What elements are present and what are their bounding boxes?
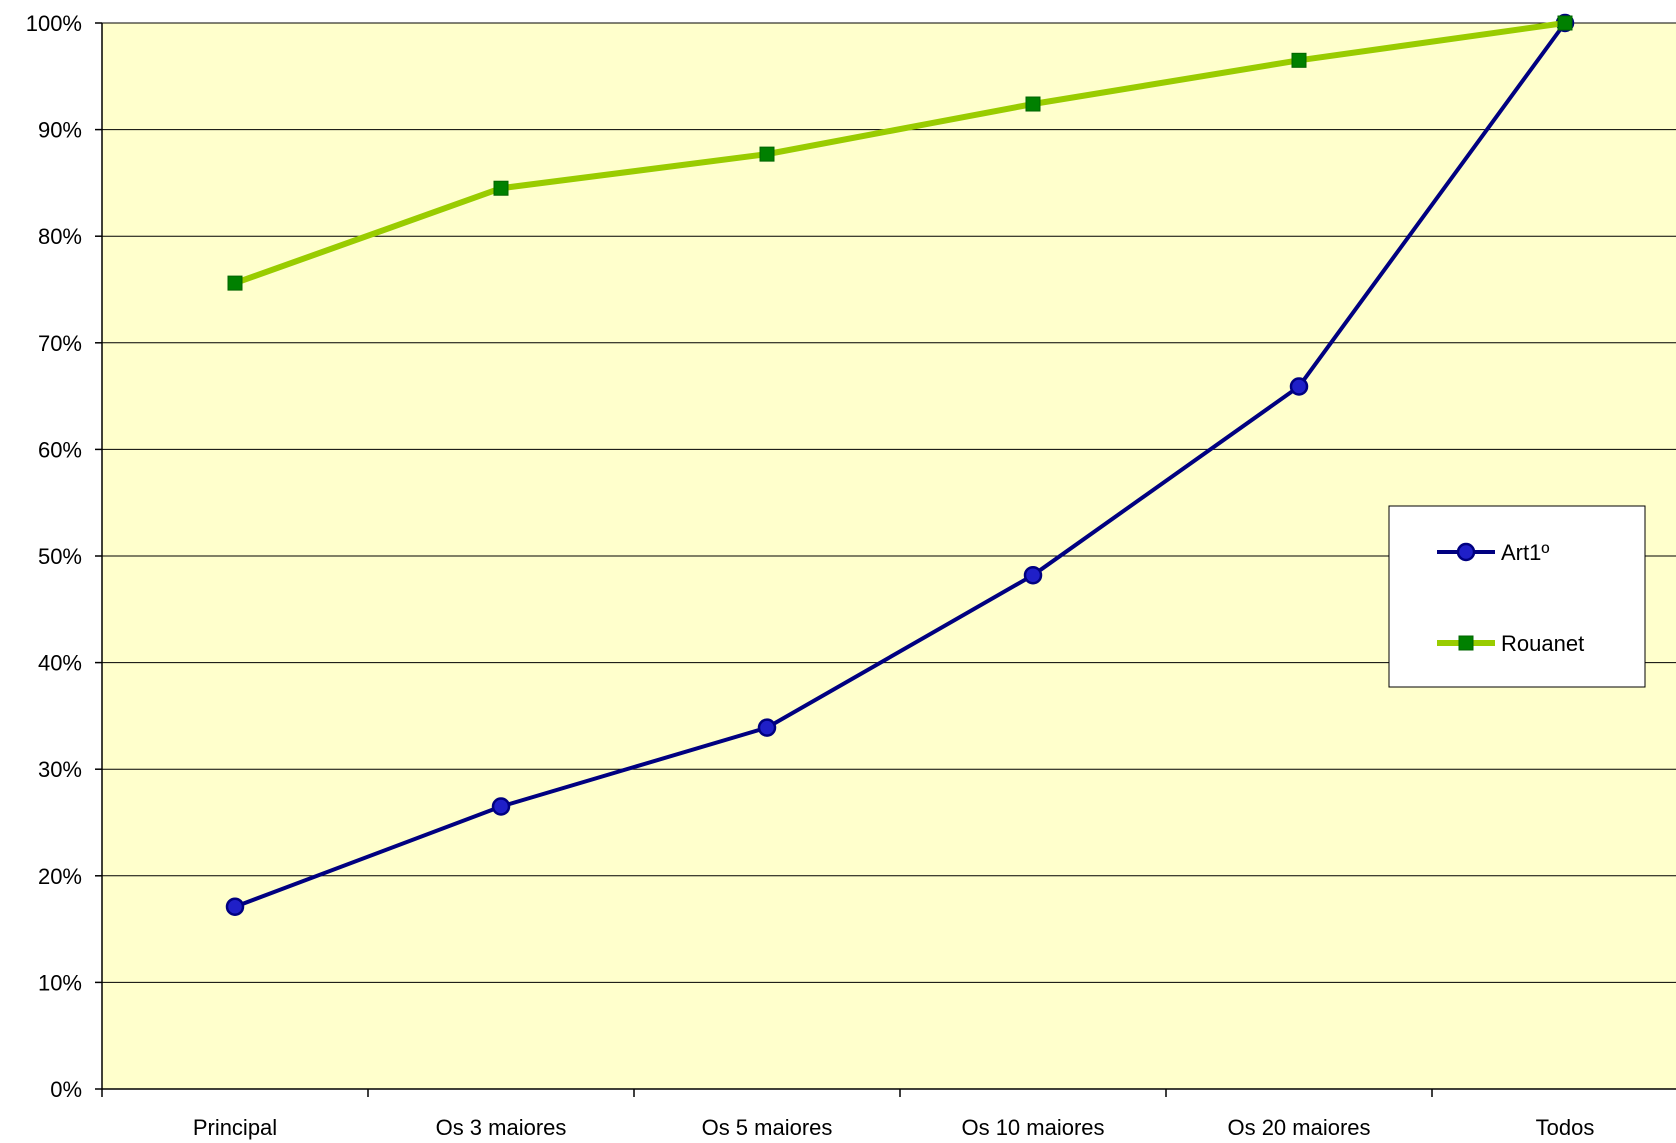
legend-item: Art1º bbox=[1437, 540, 1549, 565]
data-point bbox=[757, 718, 777, 737]
y-tick-label: 100% bbox=[26, 11, 82, 36]
data-point bbox=[1557, 15, 1573, 31]
data-point bbox=[227, 275, 243, 291]
y-axis-ticks: 0% 10% 20% 30% 40% 50% 60% 70% 80% 90% 100% bbox=[26, 11, 102, 1102]
y-tick-label: 90% bbox=[38, 118, 82, 143]
series-layer bbox=[225, 13, 1575, 916]
series-rouanet bbox=[227, 15, 1573, 291]
legend: Art1º Rouanet bbox=[1388, 505, 1646, 688]
series-art1- bbox=[225, 13, 1575, 916]
legend-marker bbox=[1458, 635, 1474, 651]
y-tick-label: 40% bbox=[38, 651, 82, 676]
data-point bbox=[1025, 96, 1041, 112]
data-point bbox=[1291, 52, 1307, 68]
x-tick-label: Os 20 maiores bbox=[1227, 1115, 1370, 1140]
data-point bbox=[491, 797, 511, 816]
x-tick-label: Principal bbox=[193, 1115, 277, 1140]
y-tick-label: 50% bbox=[38, 544, 82, 569]
data-point bbox=[1023, 565, 1043, 585]
y-tick-label: 0% bbox=[50, 1077, 82, 1102]
data-point bbox=[1289, 377, 1309, 396]
data-point bbox=[759, 146, 775, 162]
y-tick-label: 70% bbox=[38, 331, 82, 356]
x-tick-label: Todos bbox=[1536, 1115, 1595, 1140]
y-tick-label: 10% bbox=[38, 970, 82, 995]
legend-marker bbox=[1456, 542, 1476, 562]
y-tick-label: 30% bbox=[38, 757, 82, 782]
series-line bbox=[234, 21, 1567, 909]
y-tick-label: 60% bbox=[38, 437, 82, 462]
x-tick-label: Os 10 maiores bbox=[961, 1115, 1104, 1140]
series-line bbox=[233, 20, 1566, 286]
y-tick-label: 20% bbox=[38, 864, 82, 889]
x-tick-label: Os 3 maiores bbox=[436, 1115, 567, 1140]
data-point bbox=[493, 180, 509, 196]
legend-item: Rouanet bbox=[1437, 631, 1584, 656]
x-tick-label: Os 5 maiores bbox=[702, 1115, 833, 1140]
legend-box bbox=[1388, 505, 1646, 688]
data-point bbox=[225, 897, 245, 916]
legend-label: Rouanet bbox=[1501, 631, 1584, 656]
x-axis-ticks: Principal Os 3 maiores Os 5 maiores Os 10 m… bbox=[101, 1089, 1595, 1140]
y-tick-label: 80% bbox=[38, 224, 82, 249]
legend-label: Art1º bbox=[1501, 540, 1549, 565]
